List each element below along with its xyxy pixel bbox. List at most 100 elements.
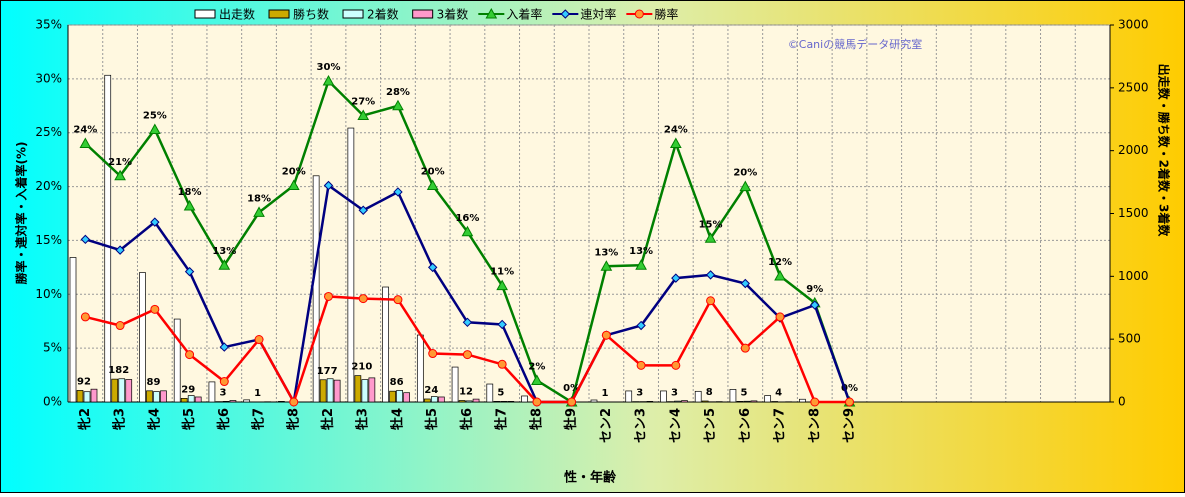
bar <box>119 379 125 402</box>
data-label: 182 <box>108 365 129 376</box>
data-label: 4 <box>775 387 782 398</box>
marker <box>116 322 124 330</box>
bar <box>404 393 410 402</box>
data-label: 3 <box>219 388 226 399</box>
bar <box>459 400 465 402</box>
bar <box>153 392 159 402</box>
marker <box>637 361 645 369</box>
data-label: 177 <box>317 366 338 377</box>
y2-tick-label: 1000 <box>1118 269 1149 283</box>
marker <box>741 344 749 352</box>
bar <box>223 401 229 402</box>
data-label: 5 <box>497 387 504 398</box>
marker <box>707 297 715 305</box>
legend-label: 勝率 <box>654 7 678 22</box>
x-tick-label: 牝3 <box>112 408 128 430</box>
data-label: 20% <box>733 168 757 179</box>
marker <box>498 360 506 368</box>
legend-label: 出走数 <box>219 7 255 22</box>
bar <box>508 401 514 402</box>
bar <box>230 400 236 402</box>
marker <box>151 305 159 313</box>
x-tick-label: 牡3 <box>355 408 371 430</box>
bar <box>278 401 284 402</box>
data-label: 89 <box>147 377 161 388</box>
bar <box>417 335 423 402</box>
bar <box>501 401 507 402</box>
y-tick-label: 30% <box>35 71 62 85</box>
bar <box>195 397 201 402</box>
data-label: 18% <box>247 193 271 204</box>
marker <box>568 398 576 406</box>
bar <box>355 376 361 402</box>
x-tick-label: 牝7 <box>251 408 267 430</box>
data-label: 92 <box>77 376 91 387</box>
bar <box>188 396 194 402</box>
marker <box>602 331 610 339</box>
x-tick-label: 牝2 <box>77 408 93 430</box>
bar <box>660 391 666 402</box>
y-tick-label: 0% <box>43 395 62 409</box>
bar <box>702 401 708 402</box>
data-label: 20% <box>282 166 306 177</box>
marker <box>672 361 680 369</box>
data-label: 16% <box>455 213 479 224</box>
bar <box>91 389 97 402</box>
y2-tick-label: 3000 <box>1118 18 1149 32</box>
data-label: 29 <box>181 384 195 395</box>
bar <box>369 378 375 402</box>
marker <box>255 336 263 344</box>
bar <box>473 399 479 402</box>
data-label: 20% <box>421 166 445 177</box>
bar <box>730 389 736 402</box>
y2-tick-label: 2500 <box>1118 80 1149 94</box>
bar <box>105 75 111 402</box>
marker <box>81 313 89 321</box>
x-tick-label: 牡5 <box>424 408 440 430</box>
bar <box>160 391 166 402</box>
marker <box>533 398 541 406</box>
data-label: 9% <box>806 284 823 295</box>
marker <box>394 296 402 304</box>
data-label: 15% <box>699 219 723 230</box>
bar <box>737 401 743 402</box>
bar <box>424 399 430 402</box>
bar <box>139 273 145 402</box>
y2-tick-label: 0 <box>1118 395 1126 409</box>
y2-tick-label: 1500 <box>1118 206 1149 220</box>
legend-label: 入着率 <box>506 7 542 22</box>
marker <box>463 351 471 359</box>
data-label: 13% <box>212 246 236 257</box>
x-tick-label: セン6 <box>738 408 753 443</box>
bar <box>112 379 118 402</box>
bar <box>591 400 597 402</box>
bar <box>77 390 83 402</box>
data-label: 21% <box>108 157 132 168</box>
bar <box>334 380 340 402</box>
data-label: 3 <box>636 388 643 399</box>
marker <box>846 398 854 406</box>
bar <box>327 379 333 402</box>
bar <box>494 401 500 402</box>
x-tick-label: 牡6 <box>459 408 475 430</box>
marker <box>776 313 784 321</box>
y-axis-title: 勝率・連対率・入着率(%) <box>14 142 29 285</box>
bar <box>744 401 750 402</box>
bar <box>126 380 132 402</box>
x-tick-label: 牡8 <box>528 408 544 430</box>
data-label: 28% <box>386 87 410 98</box>
bar <box>146 391 152 402</box>
legend-label: 連対率 <box>580 7 616 22</box>
bar <box>466 401 472 402</box>
marker <box>635 10 643 18</box>
data-label: 86 <box>390 377 404 388</box>
bar <box>390 391 396 402</box>
marker <box>359 295 367 303</box>
y-tick-label: 15% <box>35 233 62 247</box>
data-label: 30% <box>317 62 341 73</box>
y-tick-label: 35% <box>35 18 62 32</box>
bar <box>522 396 528 402</box>
legend-swatch <box>413 10 433 18</box>
